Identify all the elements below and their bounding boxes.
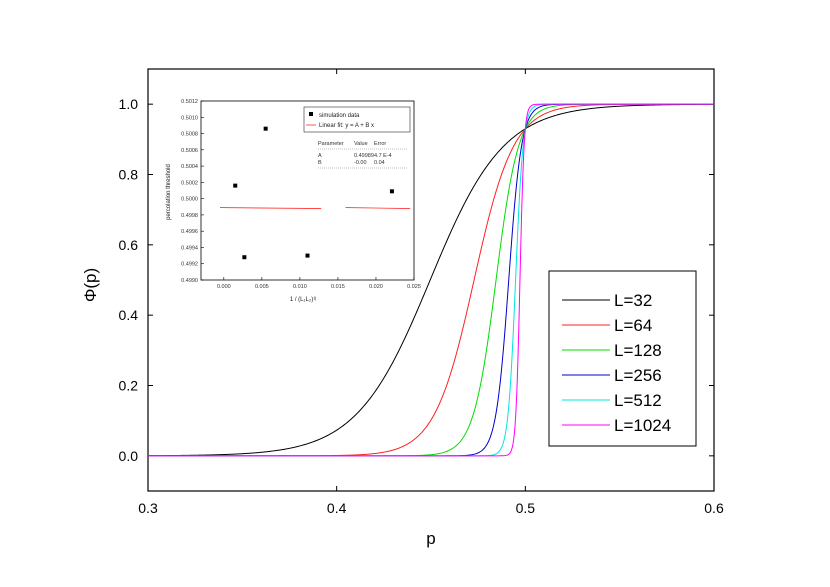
inset-data-point	[233, 183, 238, 188]
x-tick-label: 0.6	[704, 500, 724, 516]
inset-y-tick-label: 0.5008	[181, 132, 198, 138]
y-tick-label: 0.2	[119, 378, 139, 394]
legend-label: L=128	[614, 341, 662, 360]
fit-table-row-b-value: -0.00	[354, 160, 367, 166]
inset-fit-line	[220, 207, 322, 209]
y-tick-label: 0.6	[119, 237, 139, 253]
inset-x-tick-label: 0.020	[369, 284, 383, 290]
inset-x-tick-label: 0.000	[217, 284, 231, 290]
main-legend: L=32 L=64 L=128 L=256 L=512 L=1024	[548, 270, 697, 447]
x-tick-label: 0.5	[516, 500, 536, 516]
inset-y-tick-label: 0.5010	[181, 115, 198, 121]
inset-y-tick-label: 0.5006	[181, 148, 198, 154]
inset-data-point	[263, 126, 268, 131]
legend-label: L=32	[614, 291, 652, 310]
inset-y-tick-label: 0.4990	[181, 278, 198, 284]
inset-legend-points-label: simulation data	[319, 113, 360, 119]
inset-y-tick-label: 0.5002	[181, 180, 198, 186]
inset-fit-line	[345, 207, 411, 209]
fit-table: Parameter Value Error A 0.49989 4.7 E-4 …	[318, 141, 408, 169]
fit-table-row-a-param: A	[318, 153, 322, 159]
inset-y-tick-label: 0.4998	[181, 213, 198, 219]
fit-table-row-a-error: 4.7 E-4	[374, 153, 392, 159]
series-line-l-32	[148, 103, 715, 457]
inset-legend-box	[303, 106, 411, 133]
inset-marks	[220, 126, 411, 260]
inset-x-axis-title: 1 / (L₁L₂)¹ʲ	[290, 296, 316, 303]
inset-y-tick-label: 0.5012	[181, 99, 198, 105]
main-curves	[148, 103, 715, 457]
fit-table-row-a-value: 0.49989	[354, 153, 374, 159]
inset-axes-ticks: 0.000 0.005 0.010 0.015 0.020 0.025 0.4990 0.49…	[181, 99, 421, 290]
inset-y-tick-label: 0.4994	[181, 245, 198, 251]
x-tick-label: 0.4	[327, 500, 347, 516]
inset-legend-point-marker	[309, 112, 313, 116]
inset-x-tick-label: 0.005	[255, 284, 269, 290]
series-line-l-1024	[148, 103, 714, 457]
y-tick-label: 1.0	[119, 96, 139, 112]
inset-y-tick-label: 0.4996	[181, 229, 198, 235]
legend-label: L=512	[614, 391, 662, 410]
inset-data-point	[242, 255, 247, 260]
inset-x-tick-label: 0.015	[331, 284, 345, 290]
fit-table-row-b-param: B	[318, 160, 322, 166]
y-tick-label: 0.8	[119, 167, 139, 183]
fit-table-header-value: Value	[354, 141, 368, 147]
legend-label: L=256	[614, 366, 662, 385]
fit-table-header-error: Error	[374, 141, 386, 147]
x-tick-label: 0.3	[138, 500, 158, 516]
inset-y-tick-label: 0.5000	[181, 197, 198, 203]
fit-table-header-param: Parameter	[318, 141, 344, 147]
inset-y-axis-title: percolation threshold	[166, 164, 172, 220]
legend-label: L=1024	[614, 416, 671, 435]
inset-y-tick-label: 0.5004	[181, 164, 198, 170]
inset-data-point	[389, 189, 394, 194]
inset-x-tick-label: 0.025	[407, 284, 421, 290]
y-tick-label: 0.0	[119, 448, 139, 464]
inset-y-tick-label: 0.4992	[181, 262, 198, 268]
inset-chart: 0.000 0.005 0.010 0.015 0.020 0.025 0.4990 0.49…	[166, 99, 421, 303]
inset-x-tick-label: 0.010	[293, 284, 307, 290]
main-axes-ticks: 0.3 0.4 0.5 0.6 0.0 0.2 0.4 0.6 0.8 1.0	[119, 69, 724, 516]
legend-label: L=64	[614, 316, 652, 335]
y-tick-label: 0.4	[119, 307, 139, 323]
inset-legend-fit-label: Linear fit: y = A + B x	[319, 123, 374, 129]
x-axis-title: p	[426, 529, 435, 548]
fit-table-row-b-error: 0.04	[374, 160, 385, 166]
y-axis-title: Φ(p)	[81, 268, 100, 302]
inset-data-point	[305, 253, 310, 258]
